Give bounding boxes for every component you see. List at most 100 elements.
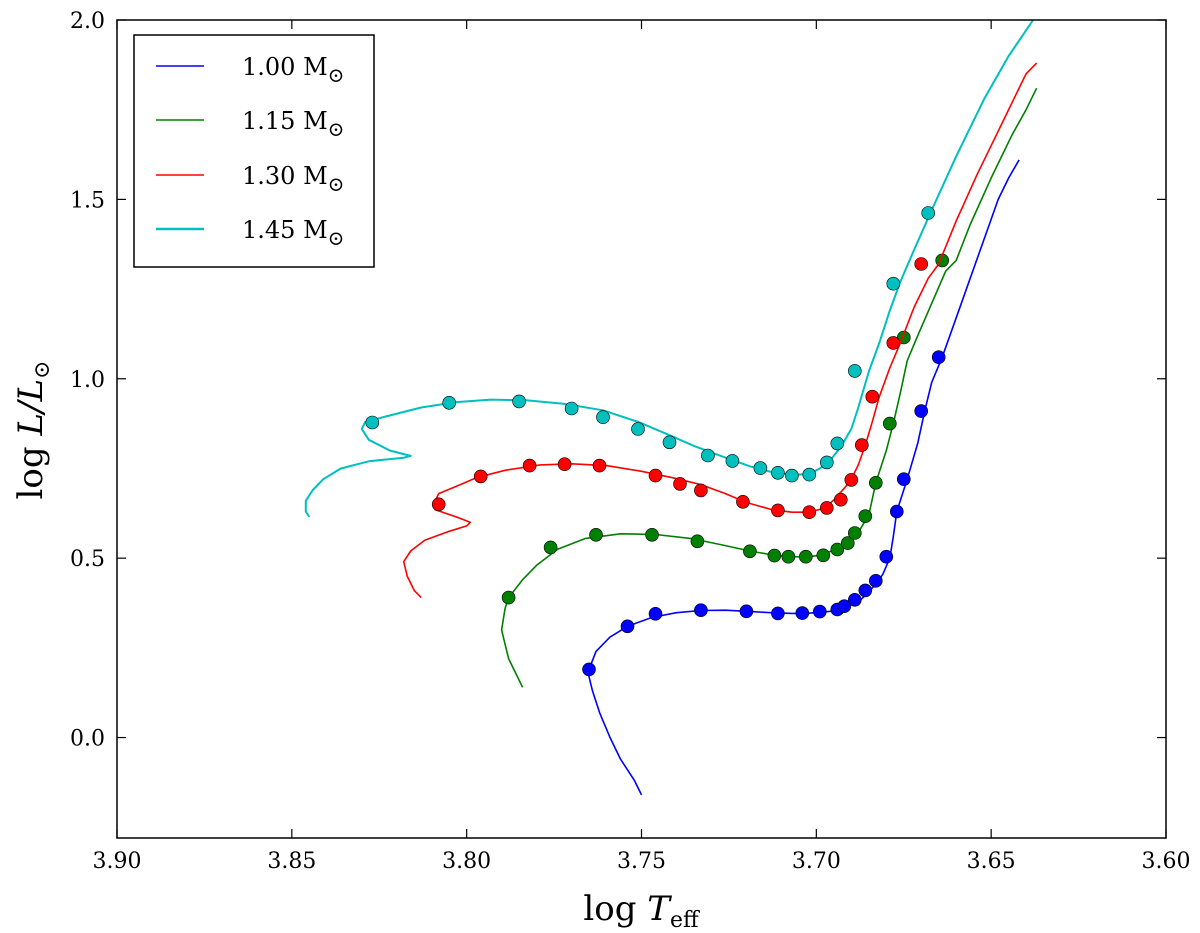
legend-label-4-main: 1.45 M [242,216,328,244]
series-2-point-3 [589,527,603,542]
series-3-point-11 [802,505,817,520]
series-2-point-16 [882,416,897,431]
legend-label-2-sub: ⊙ [328,117,345,141]
series-2-point-14 [858,509,873,524]
series-1-point-6 [771,606,785,621]
series-4-point-2 [442,395,457,410]
series-3-point-7 [673,477,687,491]
series-4-point-1 [365,415,380,430]
series-1-point-4 [694,603,708,618]
legend-label-4: 1.45 M⊙ [242,216,344,250]
series-3-point-12 [819,501,834,515]
legend: 1.00 M⊙ 1.15 M⊙ 1.30 M⊙ 1.45 M⊙ [133,34,375,268]
series-4-point-17 [886,276,901,291]
series-3-point-8 [694,483,708,498]
series-1-point-18 [931,350,946,365]
series-2-point-2 [543,540,558,555]
series-4-point-14 [819,455,834,470]
legend-label-3-sub: ⊙ [328,172,345,196]
series-4-point-8 [701,448,715,463]
tick-layer: 3.90 3.85 3.80 3.75 3.70 3.65 3.60 0.0 0.5 1.0 1.5… [70,9,1190,874]
series-3-point-15 [854,438,869,452]
series-1-point-12 [858,583,873,598]
legend-label-3-main: 1.30 M [242,162,328,190]
series-1-point-3 [648,606,663,621]
series-2-point-12 [840,536,855,550]
series-line-4 [304,19,1034,518]
y-axis-label-main: log [11,436,51,500]
series-2-point-10 [816,548,831,563]
legend-label-2-main: 1.15 M [242,107,328,135]
series-2-point-15 [868,475,883,490]
y-tick-label-3: 1.0 [70,368,105,393]
series-4-point-15 [830,436,845,451]
series-3-point-3 [522,458,537,473]
x-tick-label-3: 3.80 [442,849,491,874]
series-3-point-1 [431,497,446,512]
series-1-point-10 [837,599,852,614]
series-3-point-10 [771,503,785,518]
series-1-point-15 [889,504,904,519]
x-tick-label-6: 3.65 [967,849,1016,874]
series-2-point-7 [767,548,782,563]
series-1-point-8 [812,604,827,619]
x-axis-label-var: T [647,889,672,929]
legend-label-1-sub: ⊙ [328,63,345,87]
series-1-point-5 [739,604,754,619]
series-4-point-9 [725,454,740,468]
series-3-point-13 [833,492,848,507]
series-4-point-7 [662,435,677,450]
series-1-point-7 [795,606,810,620]
series-2-point-6 [743,544,757,559]
series-3-point-5 [592,458,607,473]
x-tick-label-5: 3.70 [792,849,841,874]
x-tick-label-2: 3.85 [267,849,316,874]
series-3-point-4 [557,457,572,472]
series-4-point-10 [753,461,768,475]
series-4-point-18 [921,206,936,220]
y-tick-label-4: 1.5 [70,188,105,213]
x-axis-label-sub: eff [670,908,700,933]
legend-label-1: 1.00 M⊙ [242,53,344,87]
series-3-point-2 [473,469,488,484]
series-2-point-4 [645,527,659,542]
series-4-point-6 [631,422,645,436]
series-2-point-8 [781,549,796,564]
series-4-point-11 [771,465,785,480]
series-3-point-18 [914,257,929,271]
series-2-point-9 [798,549,813,564]
series-2-point-1 [501,590,516,605]
series-4-point-16 [847,364,862,378]
series-2-point-11 [830,542,845,557]
series-4-point-3 [512,394,526,409]
y-tick-label-2: 0.5 [70,547,105,572]
x-tick-label-7: 3.60 [1142,849,1191,874]
series-1-point-17 [914,404,929,418]
series-line-2 [500,87,1038,688]
x-axis-label: log Teff [583,889,700,933]
series-3-point-9 [736,494,750,509]
series-1-point-14 [879,549,894,564]
series-4-point-5 [596,410,610,425]
x-axis-label-main: log [583,889,647,929]
series-2-point-13 [847,526,862,540]
legend-label-4-sub: ⊙ [328,226,345,250]
y-axis-label-sub: ⊙ [30,361,55,379]
series-1-point-11 [847,592,862,607]
y-tick-label-1: 0.0 [70,727,105,752]
series-4-point-13 [802,467,817,482]
x-tick-label-4: 3.75 [617,849,666,874]
y-axis-label: log L/L⊙ [11,361,55,500]
series-1-point-13 [868,573,883,588]
series-3-point-6 [648,468,663,483]
series-2-point-5 [690,534,705,549]
series-1-point-1 [582,662,596,677]
series-1-point-16 [896,472,911,487]
series-3-point-17 [886,336,901,350]
legend-label-3: 1.30 M⊙ [242,162,344,196]
legend-label-2: 1.15 M⊙ [242,107,344,141]
series-layer [304,19,1038,796]
series-3-point-16 [865,389,880,404]
